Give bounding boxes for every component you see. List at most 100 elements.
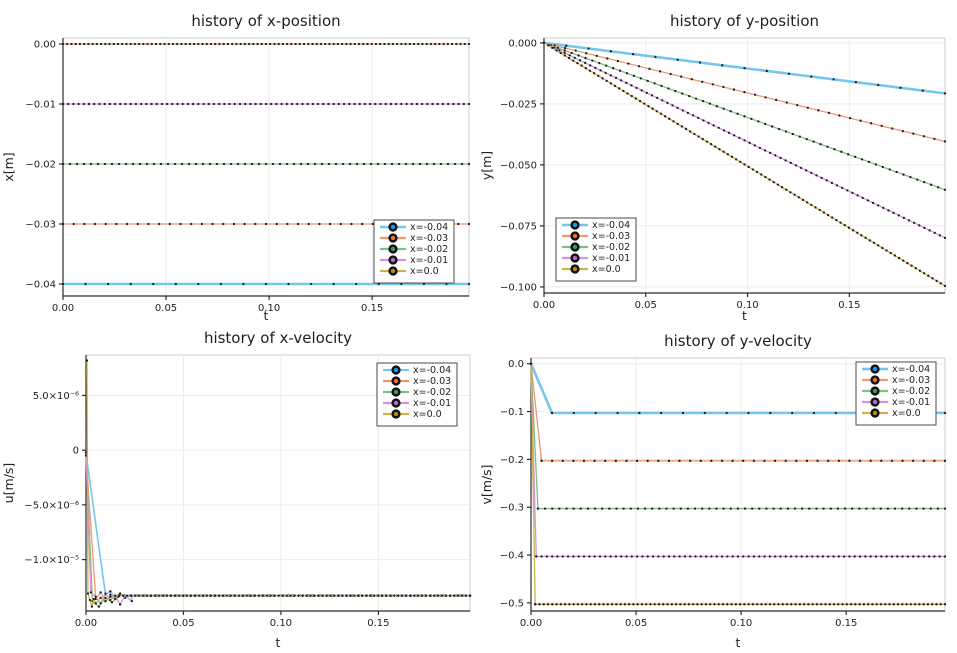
data-point-marker	[559, 603, 562, 606]
data-point-marker	[185, 594, 189, 597]
data-point-marker	[701, 99, 705, 103]
data-point-marker	[877, 244, 880, 247]
data-point-marker	[582, 555, 586, 558]
data-point-marker	[436, 102, 439, 106]
series-3	[84, 451, 472, 608]
data-point-marker	[853, 155, 857, 159]
legend-marker-icon	[388, 266, 398, 276]
data-point-marker	[205, 42, 208, 46]
data-point-marker	[914, 267, 917, 270]
data-point-marker	[103, 162, 107, 166]
data-point-marker	[897, 256, 901, 260]
x-tick-label: 0.00	[533, 300, 555, 311]
data-point-marker	[181, 594, 185, 597]
data-point-marker	[417, 42, 420, 46]
plot-title: history of y-velocity	[664, 332, 812, 350]
data-point-marker	[337, 594, 340, 597]
plot-history-of-y-velocity: 0.00 0.05 0.10 0.15 0.0 −0.1 −0.2 −0.3 −0.4 −0.5 h…	[478, 326, 957, 653]
data-point-marker	[909, 603, 912, 606]
data-point-marker	[467, 282, 471, 286]
data-point-marker	[712, 124, 715, 127]
data-point-marker	[86, 592, 90, 595]
data-point-marker	[807, 603, 810, 606]
data-point-marker	[701, 137, 704, 141]
data-point-marker	[931, 603, 934, 606]
legend-entry-label: x=-0.01	[413, 398, 451, 409]
data-point-marker	[705, 140, 709, 143]
data-point-marker	[104, 592, 107, 595]
data-point-marker	[593, 555, 596, 558]
data-point-marker	[176, 42, 179, 46]
data-point-marker	[880, 124, 883, 128]
data-point-marker	[555, 49, 558, 52]
data-point-marker	[171, 42, 175, 46]
data-point-marker	[109, 593, 112, 596]
data-point-marker	[228, 102, 231, 106]
series-3	[529, 362, 947, 510]
data-point-marker	[187, 162, 191, 166]
data-point-marker	[931, 277, 934, 280]
data-point-marker	[149, 594, 153, 597]
data-point-marker	[327, 162, 331, 166]
x-tick-label: 0.00	[75, 618, 97, 629]
data-point-marker	[236, 162, 240, 166]
data-point-marker	[939, 282, 942, 285]
y-axis-label: y[m]	[479, 151, 494, 180]
data-point-marker	[874, 555, 878, 558]
data-point-marker	[632, 74, 636, 77]
data-point-marker	[408, 42, 411, 46]
data-point-marker	[570, 51, 573, 55]
data-point-marker	[400, 42, 403, 46]
data-point-marker	[893, 254, 897, 257]
data-point-marker	[118, 594, 121, 597]
data-point-marker	[627, 62, 630, 65]
data-point-marker	[902, 259, 905, 262]
data-point-marker	[943, 92, 947, 95]
data-point-marker	[442, 42, 445, 46]
data-point-marker	[61, 42, 65, 46]
data-point-marker	[93, 222, 97, 226]
data-point-marker	[585, 603, 588, 606]
data-point-marker	[618, 87, 621, 90]
legend-entry-label: x=-0.04	[592, 220, 630, 231]
series-1	[61, 282, 471, 286]
data-point-marker	[598, 603, 601, 606]
legend-entry-label: x=0.0	[410, 266, 439, 277]
data-point-marker	[361, 222, 364, 226]
data-point-marker	[655, 110, 658, 113]
data-point-marker	[694, 97, 698, 100]
data-point-marker	[763, 149, 767, 152]
x-axis-label: t	[276, 635, 281, 650]
data-point-marker	[943, 284, 947, 288]
data-point-marker	[431, 102, 434, 106]
data-point-marker	[72, 222, 75, 226]
data-point-marker	[814, 206, 817, 209]
y-tick-label: 0.0	[508, 359, 524, 370]
data-point-marker	[152, 162, 156, 166]
data-point-marker	[74, 42, 77, 46]
data-point-marker	[888, 168, 891, 171]
data-point-marker	[604, 71, 607, 75]
data-point-marker	[776, 183, 780, 186]
data-point-marker	[774, 154, 777, 157]
data-point-marker	[880, 555, 883, 558]
data-point-marker	[601, 77, 604, 80]
data-point-marker	[315, 42, 318, 46]
data-point-marker	[218, 42, 221, 46]
data-point-marker	[306, 102, 309, 106]
data-point-marker	[709, 143, 713, 146]
data-point-marker	[915, 507, 918, 510]
data-point-marker	[736, 112, 739, 115]
data-point-marker	[827, 459, 830, 462]
data-point-marker	[698, 61, 702, 64]
data-point-marker	[827, 555, 830, 558]
data-point-marker	[881, 165, 884, 169]
data-point-marker	[446, 42, 449, 46]
data-point-marker	[371, 222, 374, 226]
data-point-marker	[568, 603, 571, 606]
data-point-marker	[211, 222, 214, 226]
data-point-marker	[812, 140, 815, 143]
data-point-marker	[643, 102, 646, 105]
data-point-marker	[83, 222, 86, 226]
data-point-marker	[666, 603, 669, 606]
